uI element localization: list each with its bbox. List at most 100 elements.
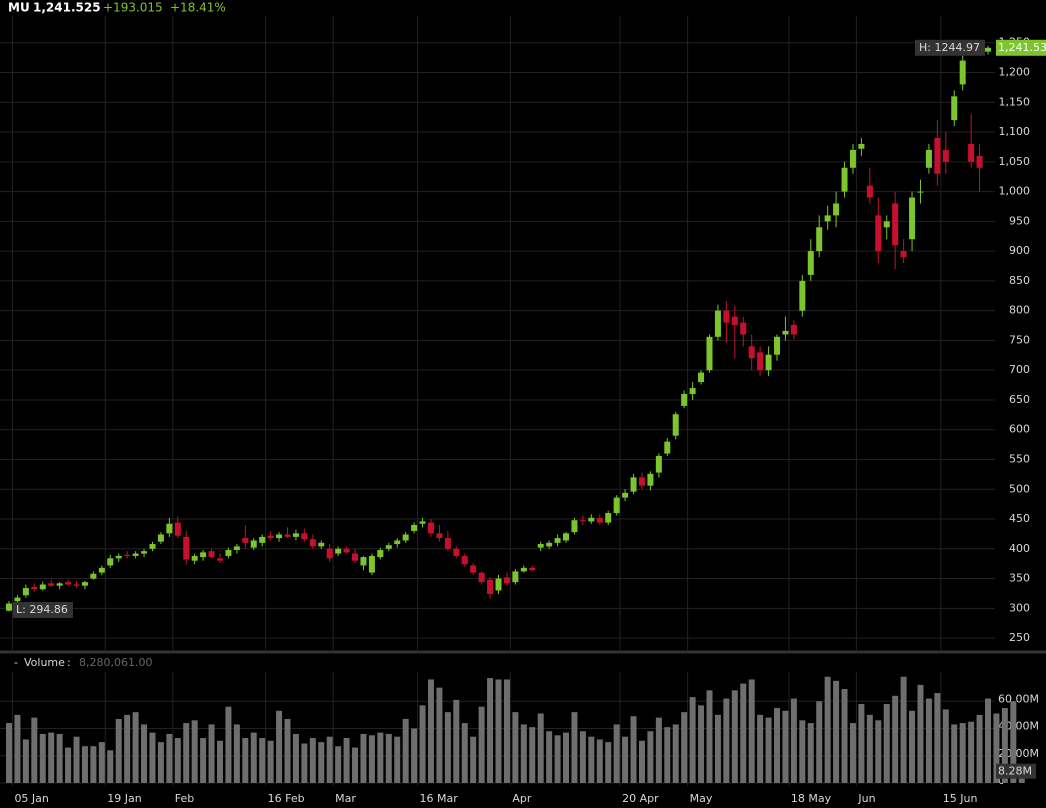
volume-bar — [141, 724, 148, 783]
candle-body — [757, 352, 764, 371]
candle-body — [529, 567, 536, 571]
candle-body — [73, 584, 80, 586]
candle-body — [748, 346, 755, 359]
candle-body — [318, 542, 325, 547]
candle-body — [267, 535, 274, 539]
candle-body — [706, 336, 713, 371]
y-tick-label: 450 — [1009, 512, 1030, 525]
volume-bar — [546, 731, 553, 783]
candle-body — [352, 553, 359, 561]
y-tick-label: 550 — [1009, 452, 1030, 465]
candle-body — [335, 548, 342, 554]
volume-bar — [174, 738, 181, 783]
volume-bar — [149, 732, 156, 783]
volume-bar — [495, 679, 502, 783]
y-tick-label: 800 — [1009, 304, 1030, 317]
candle-body — [824, 215, 831, 222]
x-tick-label: May — [690, 792, 713, 805]
volume-bar — [368, 735, 375, 783]
candle-body — [81, 582, 88, 586]
volume-bar — [259, 738, 266, 783]
candle-body — [613, 497, 620, 514]
volume-bar — [48, 732, 55, 783]
candle-body — [292, 533, 299, 537]
candle-body — [124, 554, 131, 556]
candle-body — [242, 538, 249, 543]
volume-bar — [225, 706, 232, 783]
x-tick-label: Feb — [175, 792, 194, 805]
candle-body — [200, 552, 207, 558]
volume-bar — [284, 718, 291, 783]
candle-body — [849, 149, 856, 168]
high-box — [915, 39, 985, 56]
x-tick-label: 05 Jan — [14, 792, 48, 805]
volume-bar — [318, 742, 325, 783]
candle-body — [461, 555, 468, 565]
candle-body — [934, 138, 941, 174]
volume-bar — [681, 712, 688, 783]
volume-bar — [613, 724, 620, 783]
y-tick-label: 1,150 — [999, 95, 1031, 108]
volume-bar — [698, 705, 705, 783]
volume-bar — [622, 736, 629, 783]
candle-body — [65, 582, 72, 585]
candle-body — [427, 522, 434, 534]
volume-last-label: 8.28M — [998, 765, 1032, 778]
candle-body — [276, 534, 283, 539]
candle-body — [250, 540, 257, 548]
y-tick-label: 300 — [1009, 601, 1030, 614]
candle-body — [672, 414, 679, 436]
candle-body — [959, 60, 966, 85]
volume-bar — [959, 723, 966, 783]
volume-bar — [157, 742, 164, 783]
y-tick-label: 1,100 — [999, 125, 1031, 138]
volume-bar — [208, 724, 215, 783]
volume-bar — [301, 743, 308, 783]
volume-bar — [427, 679, 434, 783]
candle-body — [360, 557, 367, 566]
candle-body — [31, 586, 38, 590]
candle-body — [385, 545, 392, 549]
volume-bar — [250, 732, 257, 783]
candle-body — [782, 330, 789, 335]
candle-body — [638, 477, 645, 486]
volume-bar — [444, 712, 451, 783]
candle-body — [985, 47, 991, 52]
x-tick-label: Apr — [512, 792, 532, 805]
candle-body — [537, 544, 544, 548]
volume-bar — [714, 714, 721, 783]
candle-body — [174, 522, 181, 536]
volume-bar — [1001, 708, 1008, 783]
volume-bar — [385, 733, 392, 783]
volume-bar — [706, 690, 713, 783]
volume-bar — [993, 713, 1000, 783]
candle-body — [368, 555, 375, 573]
volume-bar — [419, 705, 426, 783]
volume-bar — [909, 710, 916, 783]
candle-body — [698, 372, 705, 383]
y-tick-label: 1,200 — [999, 66, 1031, 79]
candle-body — [495, 578, 502, 591]
y-tick-label: 40.00M — [998, 720, 1039, 733]
candle-body — [233, 546, 240, 550]
volume-bar — [411, 728, 418, 783]
volume-bar — [503, 679, 510, 783]
candle-body — [596, 517, 603, 523]
volume-bar — [892, 695, 899, 783]
symbol: MU — [8, 1, 30, 15]
volume-bar — [596, 739, 603, 783]
volume-bar — [191, 720, 198, 783]
volume-bar — [512, 712, 519, 783]
candle-body — [799, 280, 806, 311]
volume-bar — [833, 680, 840, 783]
candle-body — [790, 324, 797, 335]
candle-body — [48, 583, 55, 586]
volume-bar — [216, 740, 223, 783]
volume-bar — [478, 706, 485, 783]
y-tick-label: 500 — [1009, 482, 1030, 495]
volume-bar — [436, 687, 443, 783]
candle-body — [816, 227, 823, 252]
volume-bar — [630, 716, 637, 783]
volume-bar — [816, 701, 823, 783]
